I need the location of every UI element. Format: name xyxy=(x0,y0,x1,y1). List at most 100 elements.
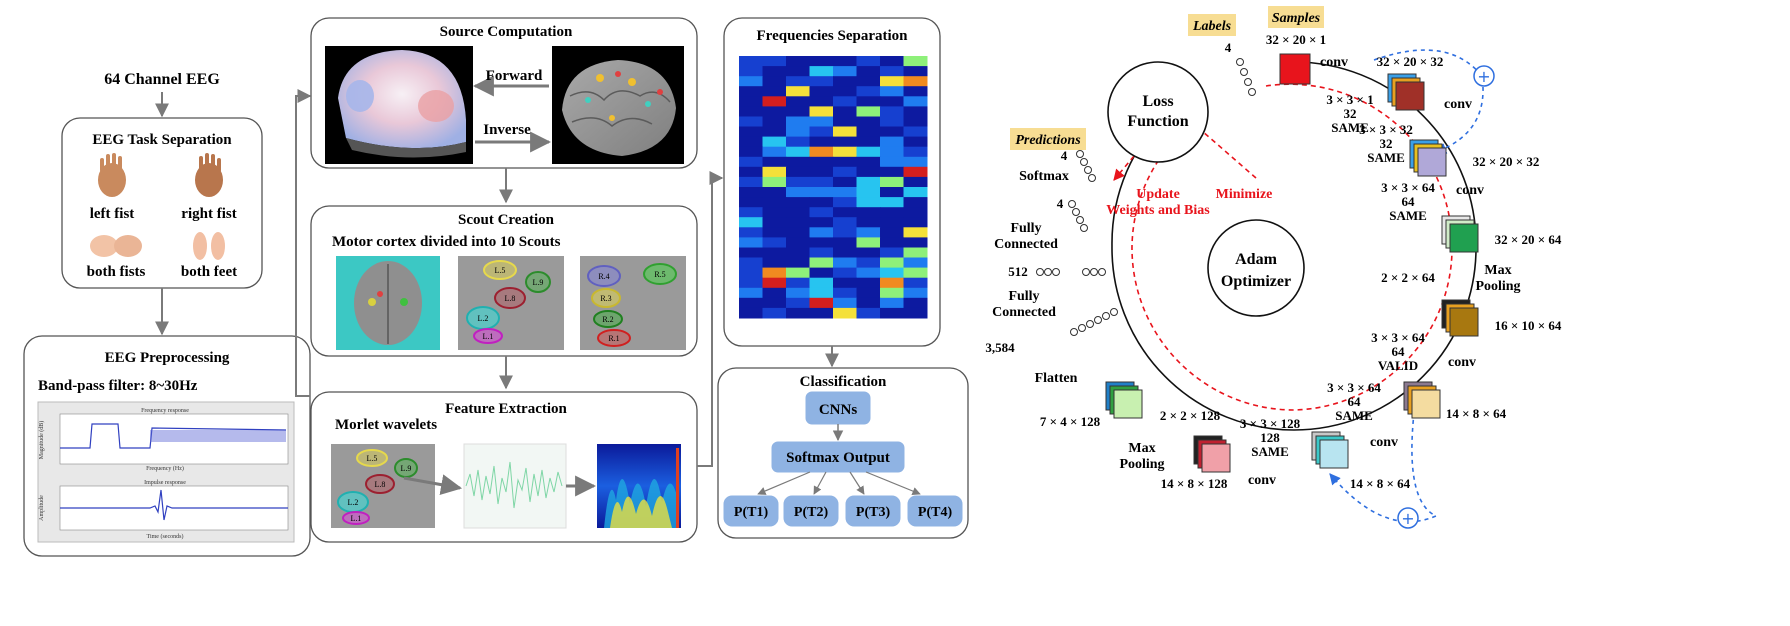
heatmap-cell xyxy=(903,187,928,198)
heatmap-cell xyxy=(903,257,928,269)
heatmap-cell xyxy=(833,187,857,198)
heatmap-cell xyxy=(856,187,881,198)
heatmap-cell xyxy=(903,247,928,259)
residual-add-top-icon xyxy=(1473,65,1495,87)
heatmap-cell xyxy=(809,126,834,138)
heatmap-cell xyxy=(739,277,763,289)
label-count: 4 xyxy=(1225,40,1232,55)
heatmap-cell xyxy=(786,267,810,279)
heatmap-cell xyxy=(762,287,787,299)
heatmap-cell xyxy=(739,197,763,208)
heatmap-cell xyxy=(739,166,763,178)
heatmap-cell xyxy=(739,247,763,259)
heatmap-cell xyxy=(809,197,834,208)
predictions-tag xyxy=(1010,128,1086,150)
eeg-head-topomap xyxy=(325,46,473,164)
right-panel: Frequencies Separation Classification CN… xyxy=(717,17,969,539)
heatmap-cell xyxy=(833,76,857,87)
output-t3-block xyxy=(845,495,901,527)
heatmap-cell xyxy=(809,76,834,87)
scout-R5: R.5 xyxy=(654,270,665,279)
output-t1: P(T1) xyxy=(734,505,769,520)
heatmap-cell xyxy=(786,197,810,208)
heatmap-cell xyxy=(786,187,810,198)
heatmap-cell xyxy=(762,166,787,178)
filter-plots: Frequency response Frequency (Hz) Magnit… xyxy=(37,401,295,543)
optimizer-label-1: Adam xyxy=(1235,251,1277,268)
conv5-padding: SAME xyxy=(1335,408,1373,423)
heatmap-cell xyxy=(856,257,881,269)
left-column: 64 Channel EEG EEG Task Separation left … xyxy=(23,71,312,557)
heatmap-cell xyxy=(809,307,834,319)
cnn-architecture: + + Loss Function Adam Optimizer Update … xyxy=(985,6,1562,529)
right-fist-hand-icon xyxy=(195,153,223,197)
heatmap-cell xyxy=(903,106,928,117)
heatmap-cell xyxy=(903,166,928,178)
heatmap-cell xyxy=(786,166,810,178)
fc1-count: 512 xyxy=(1008,264,1028,279)
heatmap-cell xyxy=(880,166,904,178)
heatmap-cell xyxy=(903,156,928,168)
heatmap-cell xyxy=(856,66,881,77)
conv3-padding: SAME xyxy=(1389,208,1427,223)
heatmap-cell xyxy=(739,156,763,168)
output-t4: P(T4) xyxy=(918,505,953,520)
conv3-filters: 64 xyxy=(1402,194,1416,209)
heatmap-cell xyxy=(903,297,928,309)
heatmap-cell xyxy=(880,156,904,168)
heatmap-cell xyxy=(809,56,834,67)
heatmap-cell xyxy=(856,126,881,138)
conv2-filters: 32 xyxy=(1380,136,1393,151)
heatmap-cell xyxy=(856,217,881,228)
feature-title: Feature Extraction xyxy=(445,401,567,417)
heatmap-cell xyxy=(880,106,904,117)
pool1-params: 2 × 2 × 64 xyxy=(1381,270,1435,285)
heatmap-cell xyxy=(833,207,857,218)
residual-plus-top: + xyxy=(1477,67,1490,86)
right-scouts-image: R.4 R.5 R.3 R.2 R.1 xyxy=(580,256,686,350)
heatmap-cell xyxy=(762,207,787,218)
fc1-label-1: Fully xyxy=(1008,289,1039,304)
heatmap-cell xyxy=(880,197,904,208)
heatmap-cell xyxy=(786,86,810,97)
heatmap-cell xyxy=(880,136,904,148)
pool1-op-2: Pooling xyxy=(1475,279,1520,294)
conv1-feature-block xyxy=(1387,73,1425,111)
frequencies-title: Frequencies Separation xyxy=(757,28,909,44)
heatmap-cell xyxy=(809,217,834,228)
heatmap-cell xyxy=(903,237,928,248)
heatmap-cell xyxy=(809,146,834,158)
conv4-padding: VALID xyxy=(1378,358,1418,373)
heatmap-cell xyxy=(739,66,763,77)
forward-label: Forward xyxy=(486,68,543,84)
heatmap-cell xyxy=(762,106,787,117)
scout-R4: R.4 xyxy=(598,272,609,281)
task-both-feet: both feet xyxy=(181,264,237,280)
heatmap-cell xyxy=(762,76,787,87)
softmax-count: 4 xyxy=(1061,148,1068,163)
softmax-output-label: Softmax Output xyxy=(786,450,890,466)
heatmap-cell xyxy=(762,247,787,259)
pool2-op-1: Max xyxy=(1128,441,1155,456)
heatmap-cell xyxy=(739,106,763,117)
heatmap-cell xyxy=(739,227,763,238)
feature-scouts-image: L.5 L.9 L.8 L.2 L.1 xyxy=(331,444,435,528)
conv4-kernel: 3 × 3 × 64 xyxy=(1371,330,1425,345)
heatmap-cell xyxy=(880,56,904,67)
heatmap-cell xyxy=(903,197,928,208)
impulse-plot-xlabel: Time (seconds) xyxy=(147,533,184,540)
heatmap-cell xyxy=(833,257,857,269)
frequency-heatmap xyxy=(739,56,928,319)
heatmap-cell xyxy=(903,207,928,218)
heatmap-cell xyxy=(856,76,881,87)
freq-plot-title: Frequency response xyxy=(141,408,189,414)
heatmap-cell xyxy=(903,126,928,138)
preprocessing-filter-label: Band-pass filter: 8~30Hz xyxy=(38,378,198,394)
conv5-feature-block xyxy=(1311,431,1349,469)
heatmap-cell xyxy=(739,116,763,128)
residual-loop-top xyxy=(1373,49,1484,154)
heatmap-cell xyxy=(762,187,787,198)
heatmap-cell xyxy=(739,187,763,198)
heatmap-cell xyxy=(880,176,904,188)
heatmap-cell xyxy=(833,66,857,77)
